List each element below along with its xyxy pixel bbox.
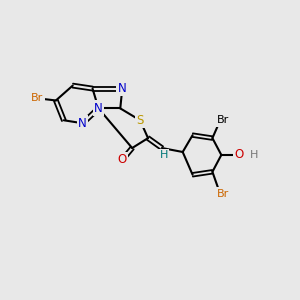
Text: O: O: [118, 153, 127, 167]
Text: N: N: [78, 117, 87, 130]
Text: O: O: [235, 148, 244, 161]
Text: Br: Br: [31, 94, 43, 103]
Text: N: N: [118, 82, 127, 95]
Text: H: H: [250, 150, 258, 160]
Text: Br: Br: [217, 115, 230, 125]
Text: H: H: [160, 150, 168, 160]
Text: N: N: [94, 102, 103, 115]
Text: S: S: [136, 114, 144, 127]
Text: Br: Br: [217, 189, 230, 199]
